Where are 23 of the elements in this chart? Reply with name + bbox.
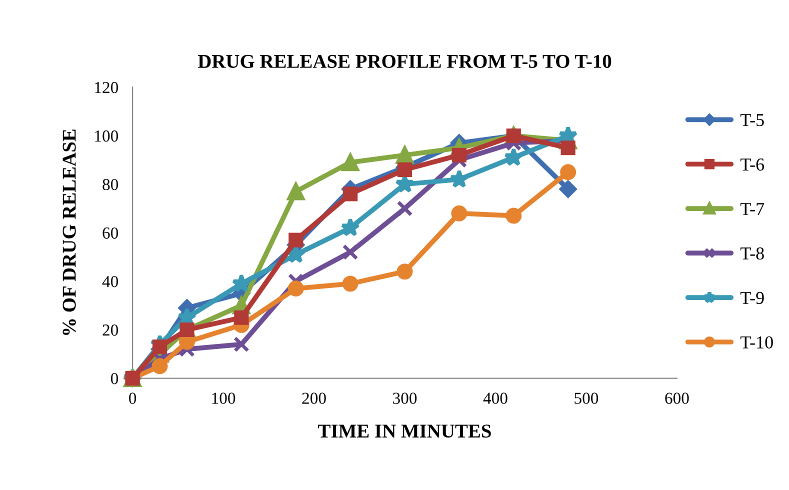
y-tick-label: 120	[95, 82, 118, 94]
y-tick-label: 0	[110, 372, 118, 384]
x-tick-label: 400	[483, 392, 508, 404]
x-tick-label: 0	[129, 392, 136, 404]
y-axis-title: % OF DRUG RELEASE	[62, 130, 76, 335]
legend-label: T-8	[740, 247, 764, 260]
legend-label: T-6	[740, 158, 764, 171]
legend-label: T-5	[740, 114, 764, 126]
y-tick-label: 60	[102, 227, 118, 239]
x-axis-title: TIME IN MINUTES	[318, 424, 491, 438]
legend-label: T-10	[740, 336, 773, 348]
x-tick-label: 600	[665, 392, 689, 404]
chart-title: DRUG RELEASE PROFILE FROM T-5 TO T-10	[198, 54, 612, 68]
x-tick-label: 300	[393, 392, 417, 404]
legend-label: T-7	[740, 203, 764, 215]
y-tick-label: 40	[102, 276, 118, 288]
legend-label: T-9	[740, 292, 764, 304]
x-tick-label: 500	[574, 392, 598, 404]
x-tick-label: 200	[302, 392, 326, 404]
x-tick-label: 100	[212, 392, 236, 404]
y-tick-label: 100	[95, 130, 118, 142]
y-tick-label: 20	[102, 324, 118, 336]
y-tick-label: 80	[102, 178, 118, 190]
